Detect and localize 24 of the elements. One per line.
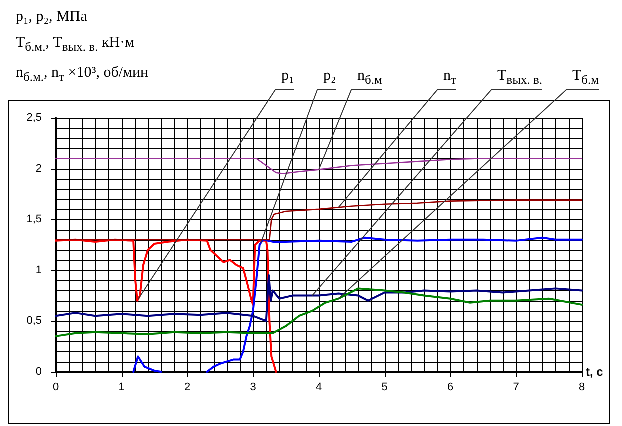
text: p₂: [324, 68, 336, 85]
line-series: [55, 238, 278, 373]
x-tick-label: 4: [316, 382, 322, 394]
x-tick-label: 7: [513, 382, 520, 394]
x-axis-title: t, c: [586, 365, 604, 379]
x-tick-label: 6: [447, 382, 454, 394]
x-tick-label: 8: [578, 382, 586, 394]
x-tick-label: 1: [118, 382, 125, 394]
y-tick-label: 1,5: [26, 214, 42, 226]
text: p₁, p₂, МПа T$_{б.м.}$, T$_{вых. в.}$ кН·м n$_{б.м.}$, n$_{т}$ ×10³, об/мин: [16, 9, 149, 84]
y-tick-label: 1: [36, 264, 42, 276]
y-tick-label: 0,5: [26, 315, 42, 328]
text: p₁: [282, 68, 294, 85]
x-tick-label: 0: [52, 382, 60, 394]
x-tick-label: 3: [250, 382, 256, 394]
y-tick-label: 2,5: [26, 112, 42, 124]
x-tick-label: 5: [382, 382, 388, 394]
y-tick-label: 0: [36, 366, 42, 378]
text: n$_{б.м}$: [358, 68, 382, 88]
text: T$_{б.м}$: [572, 68, 600, 88]
y-tick-label: 2: [36, 162, 42, 175]
x-tick-label: 2: [184, 382, 191, 394]
text: T$_{вых. в.}$: [498, 68, 542, 88]
text: n$_{т}$: [444, 68, 456, 88]
